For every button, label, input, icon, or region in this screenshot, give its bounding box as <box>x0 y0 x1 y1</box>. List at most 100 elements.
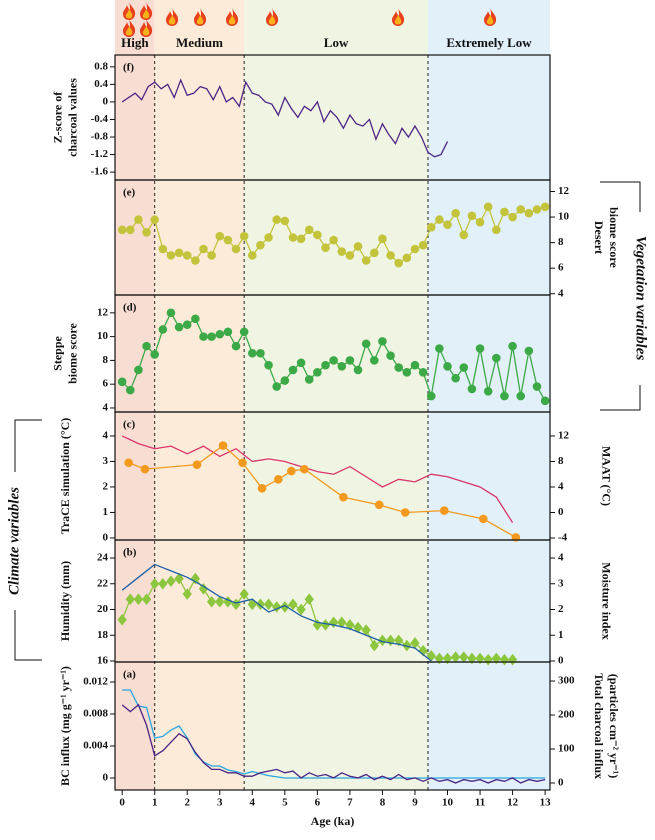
marker <box>361 256 371 265</box>
marker <box>191 314 200 324</box>
marker <box>475 652 485 665</box>
marker <box>386 251 395 260</box>
marker <box>475 344 485 353</box>
y-tick-label: 0.012 <box>83 676 108 688</box>
y2-tick-label: 12 <box>558 430 570 442</box>
marker <box>370 356 379 365</box>
y2-tick-label: 6 <box>558 262 564 274</box>
y2-tick-label: 12 <box>558 185 570 197</box>
zone-label: Low <box>324 35 349 50</box>
y-tick-label: 3 <box>103 455 109 467</box>
marker <box>410 360 420 370</box>
marker <box>140 464 150 474</box>
marker <box>524 346 534 356</box>
marker <box>256 348 265 358</box>
marker <box>400 508 410 517</box>
bracket-line <box>14 610 42 661</box>
marker <box>215 329 225 339</box>
marker <box>117 377 127 387</box>
marker <box>459 363 469 372</box>
marker <box>370 248 379 258</box>
marker <box>467 384 477 394</box>
y2-axis-label: (particles cm⁻² yr⁻¹) <box>607 674 621 779</box>
x-tick-label: 10 <box>442 797 454 809</box>
marker <box>125 385 135 395</box>
marker <box>142 341 151 351</box>
marker <box>192 460 202 469</box>
panel: (e) 4 6 8 10 12 Desert biome score <box>114 179 621 299</box>
climate-bracket <box>14 419 42 661</box>
marker <box>516 205 526 214</box>
y2-axis-label: Moisture index <box>599 562 613 639</box>
marker <box>532 205 542 214</box>
y2-tick-label: -4 <box>558 532 568 544</box>
marker <box>150 577 160 590</box>
marker <box>182 251 192 260</box>
marker <box>198 583 209 595</box>
marker <box>451 373 460 383</box>
y-tick-label: 0.8 <box>94 60 108 72</box>
marker <box>158 325 168 334</box>
marker <box>483 202 493 212</box>
marker <box>339 492 348 502</box>
y-axis-label: TraCE simulation (°C) <box>58 418 72 535</box>
zone-band <box>154 0 245 790</box>
marker <box>206 595 217 608</box>
plot-layer: (f) 0.8 0.4 0 -0.4 -0.8 -1.2 -1.6 Z-score of char… <box>50 54 621 828</box>
marker <box>524 208 534 218</box>
marker <box>223 235 233 245</box>
marker <box>508 212 517 222</box>
y-axis-label: Z-score of <box>50 91 64 143</box>
group-label: Vegetation variables <box>633 236 649 361</box>
y2-tick-label: 300 <box>558 675 575 687</box>
marker <box>117 225 127 235</box>
marker <box>434 652 445 665</box>
series-line <box>121 435 514 524</box>
x-tick-label: 9 <box>412 797 418 809</box>
marker <box>459 230 469 240</box>
marker <box>182 588 192 600</box>
marker <box>142 228 151 237</box>
marker <box>300 464 309 474</box>
marker <box>511 533 521 542</box>
marker <box>377 634 388 647</box>
y-axis-label: biome score <box>65 322 79 383</box>
marker <box>369 639 379 652</box>
y2-tick-label: 3 <box>558 577 564 589</box>
x-tick-label: 8 <box>380 797 386 809</box>
marker <box>207 251 216 260</box>
bracket-line <box>14 419 42 472</box>
marker <box>238 458 247 468</box>
marker <box>166 308 176 318</box>
y-tick-label: 4 <box>103 429 109 441</box>
marker <box>231 341 241 351</box>
zone-layer: High Medium Low Extremely Low <box>115 0 550 790</box>
marker <box>313 230 322 240</box>
marker <box>174 572 184 585</box>
group-label: Climate variables <box>6 487 22 595</box>
marker <box>158 577 168 590</box>
y2-tick-label: 1 <box>558 629 564 641</box>
y2-tick-label: 200 <box>558 709 575 721</box>
panel-label: (a) <box>123 669 136 681</box>
y-tick-label: 16 <box>97 655 109 667</box>
marker <box>199 244 208 254</box>
marker <box>288 365 298 375</box>
marker <box>199 332 208 341</box>
y2-axis-label: Desert <box>592 221 606 254</box>
marker <box>361 339 371 349</box>
marker <box>280 376 290 385</box>
marker <box>264 233 273 242</box>
y2-tick-label: 10 <box>558 211 570 223</box>
y2-tick-label: 0 <box>558 655 564 667</box>
marker <box>443 362 452 371</box>
vegetation-bracket <box>600 181 641 411</box>
marker <box>207 332 216 341</box>
y2-tick-label: 4 <box>558 481 564 493</box>
marker <box>475 217 485 227</box>
y-tick-label: 0 <box>103 95 109 107</box>
marker <box>125 593 135 605</box>
marker <box>500 207 509 217</box>
marker <box>467 652 477 665</box>
